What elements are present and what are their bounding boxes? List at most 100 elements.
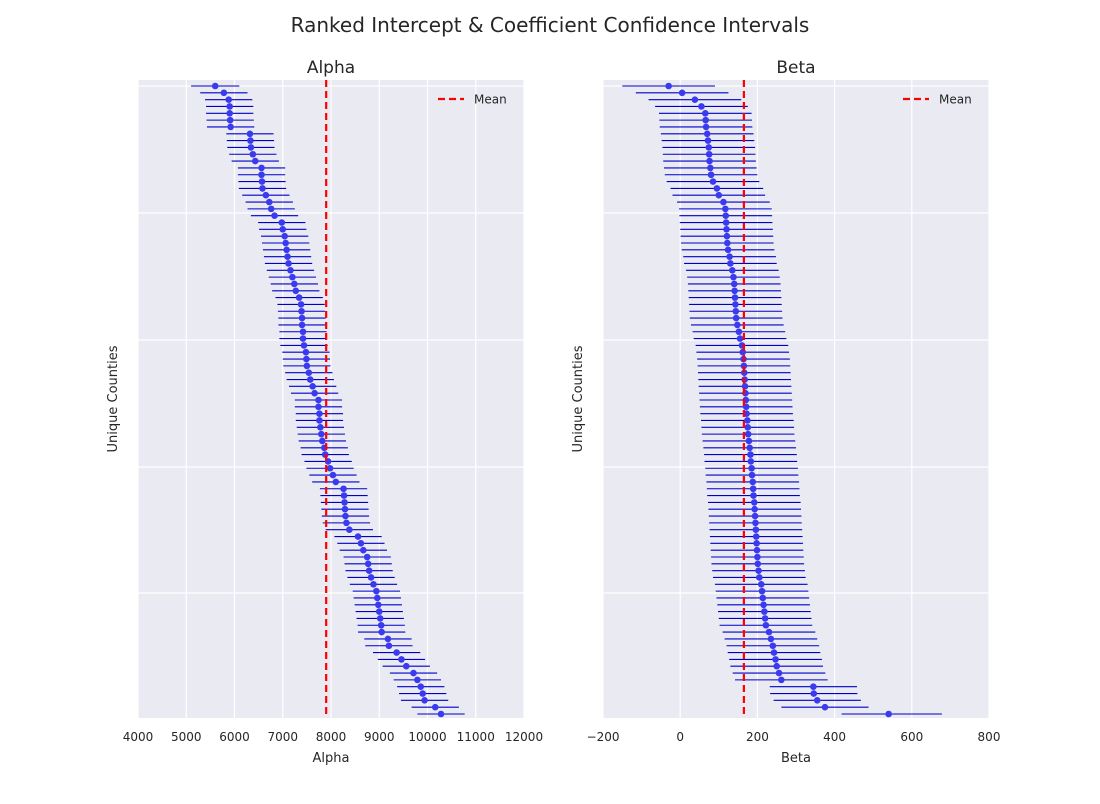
estimate-point (306, 376, 314, 383)
estimate-point (283, 246, 290, 254)
x-tick-label: 7000 (267, 730, 298, 744)
estimate-point (720, 198, 727, 206)
estimate-point (402, 662, 410, 670)
estimate-point (757, 581, 765, 588)
estimate-point (751, 505, 758, 513)
estimate-point (762, 621, 770, 629)
estimate-point (739, 348, 747, 356)
estimate-point (772, 656, 779, 663)
estimate-point (317, 424, 324, 431)
estimate-point (265, 198, 273, 206)
estimate-point (706, 157, 713, 165)
estimate-point (746, 444, 753, 452)
estimate-point (761, 608, 768, 615)
estimate-point (707, 164, 714, 172)
estimate-point (378, 628, 385, 636)
estimate-point (778, 676, 785, 684)
estimate-point (421, 697, 428, 704)
estimate-point (291, 280, 298, 288)
estimate-point (729, 267, 736, 274)
estimate-point (730, 273, 737, 281)
estimate-point (773, 662, 780, 670)
estimate-point (370, 581, 377, 588)
estimate-point (765, 628, 773, 636)
estimate-point (299, 335, 307, 342)
estimate-point (249, 150, 257, 158)
estimate-point (297, 301, 305, 308)
panel-title: Beta (776, 58, 815, 78)
alpha-panel: 4000 5000 6000 7000 8000 9000 10000 11000 12000 M… (106, 58, 543, 766)
estimate-point (364, 560, 372, 568)
estimate-point (281, 232, 288, 240)
estimate-point (769, 642, 777, 650)
estimate-point (752, 519, 759, 527)
estimate-point (431, 703, 439, 711)
estimate-point (775, 669, 783, 677)
estimate-point (751, 512, 759, 520)
estimate-point (300, 342, 308, 349)
estimate-point (340, 485, 347, 493)
estimate-point (247, 137, 254, 144)
estimate-point (760, 601, 767, 609)
estimate-point (343, 519, 350, 527)
estimate-point (211, 82, 219, 90)
estimate-point (284, 253, 291, 260)
estimate-point (702, 116, 709, 124)
estimate-point (709, 178, 717, 185)
estimate-point (751, 499, 758, 506)
estimate-point (298, 321, 306, 329)
estimate-point (437, 710, 445, 718)
estimate-point (753, 546, 761, 554)
estimate-point (309, 383, 316, 390)
estimate-point (332, 478, 340, 486)
estimate-point (298, 314, 306, 322)
beta-panel: −200 0 200 400 600 800 Mean Beta Beta Unique Coun… (571, 58, 1000, 766)
estimate-point (740, 362, 748, 370)
estimate-point (744, 417, 751, 424)
estimate-point (752, 533, 760, 540)
estimate-point (398, 656, 405, 663)
estimate-point (749, 478, 757, 486)
estimate-point (767, 635, 775, 643)
estimate-point (373, 587, 380, 595)
estimate-point (303, 362, 311, 370)
estimate-point (315, 403, 322, 411)
x-tick-label: 200 (746, 730, 769, 744)
estimate-point (374, 594, 381, 602)
x-tick-label: 8000 (316, 730, 347, 744)
x-tick-label: 10000 (408, 730, 446, 744)
estimate-point (734, 321, 741, 329)
estimate-point (384, 635, 392, 643)
estimate-point (754, 553, 761, 561)
estimate-point (247, 144, 255, 151)
estimate-point (267, 205, 275, 213)
estimate-point (704, 137, 712, 144)
estimate-point (698, 103, 705, 110)
legend: Mean (903, 93, 972, 107)
x-tick-label: 6000 (219, 730, 250, 744)
estimate-point (346, 526, 353, 533)
estimate-point (747, 451, 754, 458)
estimate-point (752, 526, 760, 533)
estimate-point (813, 697, 821, 704)
estimate-point (741, 383, 749, 390)
estimate-point (287, 267, 294, 274)
estimate-point (374, 601, 382, 609)
estimate-point (316, 417, 323, 424)
estimate-point (319, 437, 326, 445)
estimate-point (385, 642, 393, 650)
estimate-point (748, 464, 755, 472)
estimate-point (295, 294, 303, 301)
estimate-point (262, 191, 270, 199)
estimate-point (753, 540, 760, 547)
estimate-point (318, 430, 325, 438)
estimate-point (702, 123, 710, 131)
estimate-point (289, 273, 296, 281)
estimate-point (357, 540, 365, 547)
estimate-point (419, 690, 426, 697)
estimate-point (722, 205, 729, 213)
estimate-point (326, 464, 334, 472)
estimate-point (754, 560, 762, 568)
estimate-point (220, 89, 228, 97)
